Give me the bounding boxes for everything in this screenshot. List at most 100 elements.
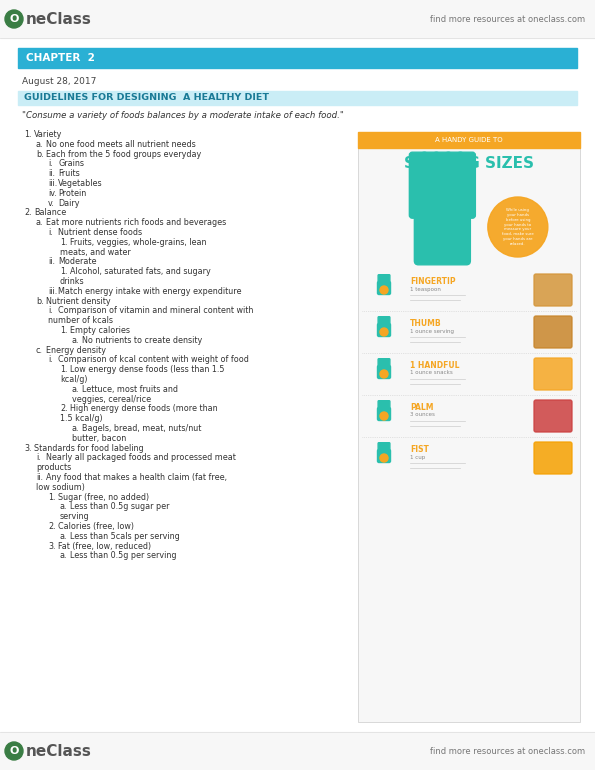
- Text: FINGERTIP: FINGERTIP: [410, 277, 456, 286]
- Text: 1.: 1.: [60, 326, 67, 335]
- Circle shape: [5, 10, 23, 28]
- Text: find more resources at oneclass.com: find more resources at oneclass.com: [430, 746, 585, 755]
- Text: "Consume a variety of foods balances by a moderate intake of each food.": "Consume a variety of foods balances by …: [22, 112, 344, 120]
- Circle shape: [380, 454, 388, 462]
- Text: Fat (free, low, reduced): Fat (free, low, reduced): [58, 541, 151, 551]
- Text: Low energy dense foods (less than 1.5: Low energy dense foods (less than 1.5: [70, 365, 225, 374]
- FancyBboxPatch shape: [433, 152, 452, 224]
- Text: low sodium): low sodium): [36, 483, 85, 492]
- FancyBboxPatch shape: [382, 400, 386, 411]
- Text: Less than 0.5g sugar per: Less than 0.5g sugar per: [70, 502, 170, 511]
- FancyBboxPatch shape: [446, 152, 464, 221]
- Text: 3.: 3.: [24, 444, 32, 453]
- FancyBboxPatch shape: [380, 359, 384, 370]
- Text: a.: a.: [72, 424, 80, 433]
- Circle shape: [488, 197, 548, 257]
- FancyBboxPatch shape: [386, 316, 390, 327]
- Bar: [18, 91, 577, 105]
- Circle shape: [5, 742, 23, 760]
- Text: iv.: iv.: [48, 189, 57, 198]
- Text: Alcohol, saturated fats, and sugary: Alcohol, saturated fats, and sugary: [70, 267, 211, 276]
- Text: No nutrients to create density: No nutrients to create density: [82, 336, 202, 345]
- Text: GUIDELINES FOR DESIGNING  A HEALTHY DIET: GUIDELINES FOR DESIGNING A HEALTHY DIET: [24, 93, 269, 102]
- Circle shape: [380, 412, 388, 420]
- FancyBboxPatch shape: [384, 359, 388, 370]
- FancyBboxPatch shape: [377, 323, 390, 336]
- Bar: [358, 132, 580, 722]
- Text: veggies, cereal/rice: veggies, cereal/rice: [72, 394, 151, 403]
- Text: a.: a.: [36, 140, 43, 149]
- FancyBboxPatch shape: [377, 282, 390, 294]
- FancyBboxPatch shape: [386, 359, 390, 370]
- Text: Lettuce, most fruits and: Lettuce, most fruits and: [82, 385, 178, 393]
- Text: i.: i.: [48, 356, 53, 364]
- FancyBboxPatch shape: [534, 274, 572, 306]
- Text: A HANDY GUIDE TO: A HANDY GUIDE TO: [435, 137, 503, 143]
- FancyBboxPatch shape: [377, 450, 390, 463]
- Text: 3 ounces: 3 ounces: [410, 413, 435, 417]
- Text: a.: a.: [60, 502, 67, 511]
- Bar: [358, 132, 580, 148]
- Text: 2.: 2.: [48, 522, 55, 531]
- Text: 1.5 kcal/g): 1.5 kcal/g): [60, 414, 102, 424]
- Text: 1 HANDFUL: 1 HANDFUL: [410, 361, 459, 370]
- FancyBboxPatch shape: [377, 407, 390, 420]
- Text: Fruits, veggies, whole-grains, lean: Fruits, veggies, whole-grains, lean: [70, 238, 206, 247]
- Text: Grains: Grains: [58, 159, 84, 169]
- Text: High energy dense foods (more than: High energy dense foods (more than: [70, 404, 218, 413]
- Text: Bagels, bread, meat, nuts/nut: Bagels, bread, meat, nuts/nut: [82, 424, 202, 433]
- Text: b.: b.: [36, 149, 43, 159]
- FancyBboxPatch shape: [421, 152, 439, 221]
- Text: Moderate: Moderate: [58, 257, 97, 266]
- FancyBboxPatch shape: [377, 366, 390, 379]
- FancyBboxPatch shape: [384, 275, 388, 286]
- Text: No one food meets all nutrient needs: No one food meets all nutrient needs: [46, 140, 196, 149]
- Text: August 28, 2017: August 28, 2017: [22, 78, 96, 86]
- Text: number of kcals: number of kcals: [48, 316, 113, 325]
- Text: i.: i.: [48, 228, 53, 237]
- Text: i.: i.: [36, 454, 40, 463]
- Text: 1 ounce snacks: 1 ounce snacks: [410, 370, 453, 376]
- Text: drinks: drinks: [60, 277, 84, 286]
- Text: meats, and water: meats, and water: [60, 248, 131, 256]
- Text: neClass: neClass: [26, 12, 92, 26]
- Bar: [0, 732, 595, 770]
- Text: ii.: ii.: [48, 257, 55, 266]
- Text: Protein: Protein: [58, 189, 86, 198]
- FancyBboxPatch shape: [534, 442, 572, 474]
- Text: Comparison of vitamin and mineral content with: Comparison of vitamin and mineral conten…: [58, 306, 253, 316]
- Text: Eat more nutrients rich foods and beverages: Eat more nutrients rich foods and bevera…: [46, 218, 227, 227]
- Text: Nutrient dense foods: Nutrient dense foods: [58, 228, 142, 237]
- FancyBboxPatch shape: [458, 152, 475, 218]
- FancyBboxPatch shape: [409, 152, 427, 218]
- Text: FIST: FIST: [410, 446, 429, 454]
- FancyBboxPatch shape: [384, 400, 388, 411]
- FancyBboxPatch shape: [378, 359, 382, 370]
- Text: 1.: 1.: [60, 365, 67, 374]
- Text: 3.: 3.: [48, 541, 55, 551]
- FancyBboxPatch shape: [382, 275, 386, 286]
- Text: Nearly all packaged foods and processed meat: Nearly all packaged foods and processed …: [46, 454, 236, 463]
- Text: serving: serving: [60, 512, 90, 521]
- Text: i.: i.: [48, 159, 53, 169]
- Text: O: O: [10, 14, 18, 24]
- FancyBboxPatch shape: [386, 443, 390, 454]
- Text: c.: c.: [36, 346, 43, 355]
- Text: CHAPTER  2: CHAPTER 2: [26, 53, 95, 63]
- Text: 2.: 2.: [24, 209, 32, 217]
- Text: SERVING SIZES: SERVING SIZES: [404, 156, 534, 172]
- FancyBboxPatch shape: [380, 400, 384, 411]
- Text: While using
your hands
before using
your hands to
measure your
food, make sure
y: While using your hands before using your…: [502, 208, 534, 246]
- Text: ii.: ii.: [36, 473, 43, 482]
- FancyBboxPatch shape: [378, 443, 382, 454]
- Text: iii.: iii.: [48, 286, 57, 296]
- Text: 1.: 1.: [24, 130, 32, 139]
- FancyBboxPatch shape: [382, 359, 386, 370]
- Text: Any food that makes a health claim (fat free,: Any food that makes a health claim (fat …: [46, 473, 227, 482]
- Text: find more resources at oneclass.com: find more resources at oneclass.com: [430, 15, 585, 24]
- Text: a.: a.: [60, 532, 67, 541]
- Text: Less than 0.5g per serving: Less than 0.5g per serving: [70, 551, 177, 561]
- FancyBboxPatch shape: [384, 316, 388, 327]
- Bar: [18, 48, 577, 68]
- FancyBboxPatch shape: [534, 400, 572, 432]
